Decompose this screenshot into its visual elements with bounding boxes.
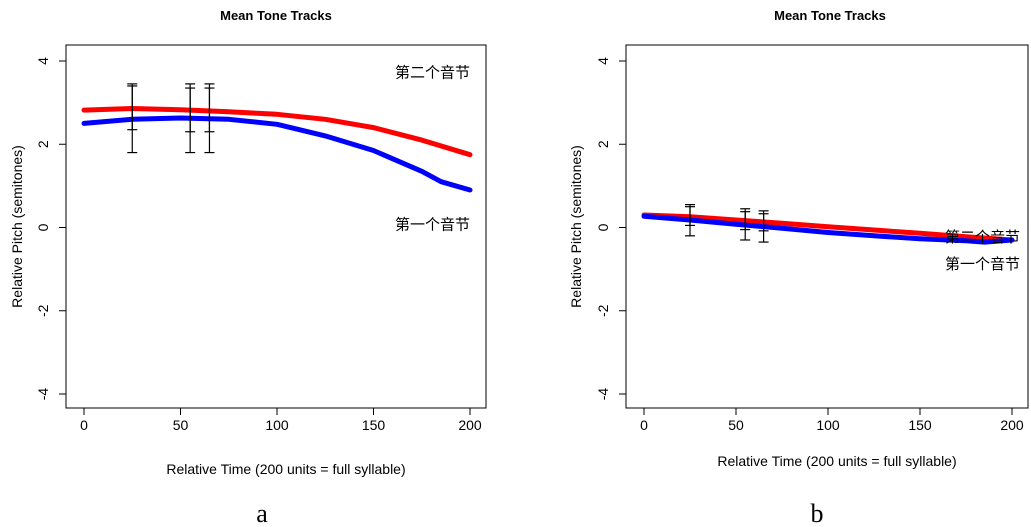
plot-frame (65, 44, 487, 409)
annotation-first-syllable: 第一个音节 (395, 216, 470, 234)
x-axis-label: Relative Time (200 units = full syllable… (717, 453, 956, 469)
error-bar (685, 206, 695, 227)
x-tick-label: 50 (728, 417, 744, 433)
error-bar (127, 85, 138, 131)
error-bar (740, 211, 751, 231)
x-tick-label: 200 (458, 417, 482, 433)
series-line-first-syllable (641, 212, 1015, 243)
x-tick-label: 150 (362, 417, 386, 433)
x-tick-label: 100 (265, 417, 289, 433)
y-tick-label: -4 (35, 388, 51, 401)
x-tick-label: 0 (640, 417, 648, 433)
y-tick-label: -2 (35, 304, 51, 317)
annotation-second-syllable: 第二个音节 (395, 64, 470, 82)
y-tick-label: 4 (595, 57, 611, 65)
x-tick-label: 200 (1000, 417, 1024, 433)
chart-title: Mean Tone Tracks (774, 8, 886, 23)
y-tick-label: 0 (595, 223, 611, 231)
x-tick-label: 50 (173, 417, 189, 433)
chart-panel-a: Mean Tone Tracks 0 50 100 150 200 -4 -2 0 2 4 Relat… (9, 8, 487, 527)
series-line-first-syllable (81, 106, 473, 158)
panel-label: a (256, 499, 268, 527)
annotation-first-syllable: 第一个音节 (945, 255, 1020, 273)
plot-frame (625, 44, 1029, 409)
annotation-second-syllable: 第二个音节 (945, 228, 1020, 246)
panel-label: b (811, 499, 824, 527)
x-axis-label: Relative Time (200 units = full syllable… (166, 461, 405, 477)
x-tick-label: 0 (80, 417, 88, 433)
y-axis-label: Relative Pitch (semitones) (9, 145, 25, 308)
y-tick-label: -2 (595, 304, 611, 317)
y-tick-label: 0 (35, 223, 51, 231)
y-axis-label: Relative Pitch (semitones) (568, 145, 584, 308)
y-tick-label: 2 (35, 140, 51, 148)
x-tick-label: 100 (816, 417, 840, 433)
error-bar (204, 87, 215, 133)
error-bar (758, 213, 769, 232)
chart-title: Mean Tone Tracks (220, 8, 332, 23)
chart-panel-b: Mean Tone Tracks 0 50 100 150 200 -4 -2 0 2 4 Relat… (568, 8, 1029, 527)
error-bar (185, 87, 196, 133)
y-tick-label: -4 (595, 388, 611, 401)
x-tick-label: 150 (908, 417, 932, 433)
series-line-second-syllable (81, 115, 473, 193)
series-line-second-syllable (641, 213, 1015, 245)
y-tick-label: 4 (35, 57, 51, 65)
y-tick-label: 2 (595, 140, 611, 148)
